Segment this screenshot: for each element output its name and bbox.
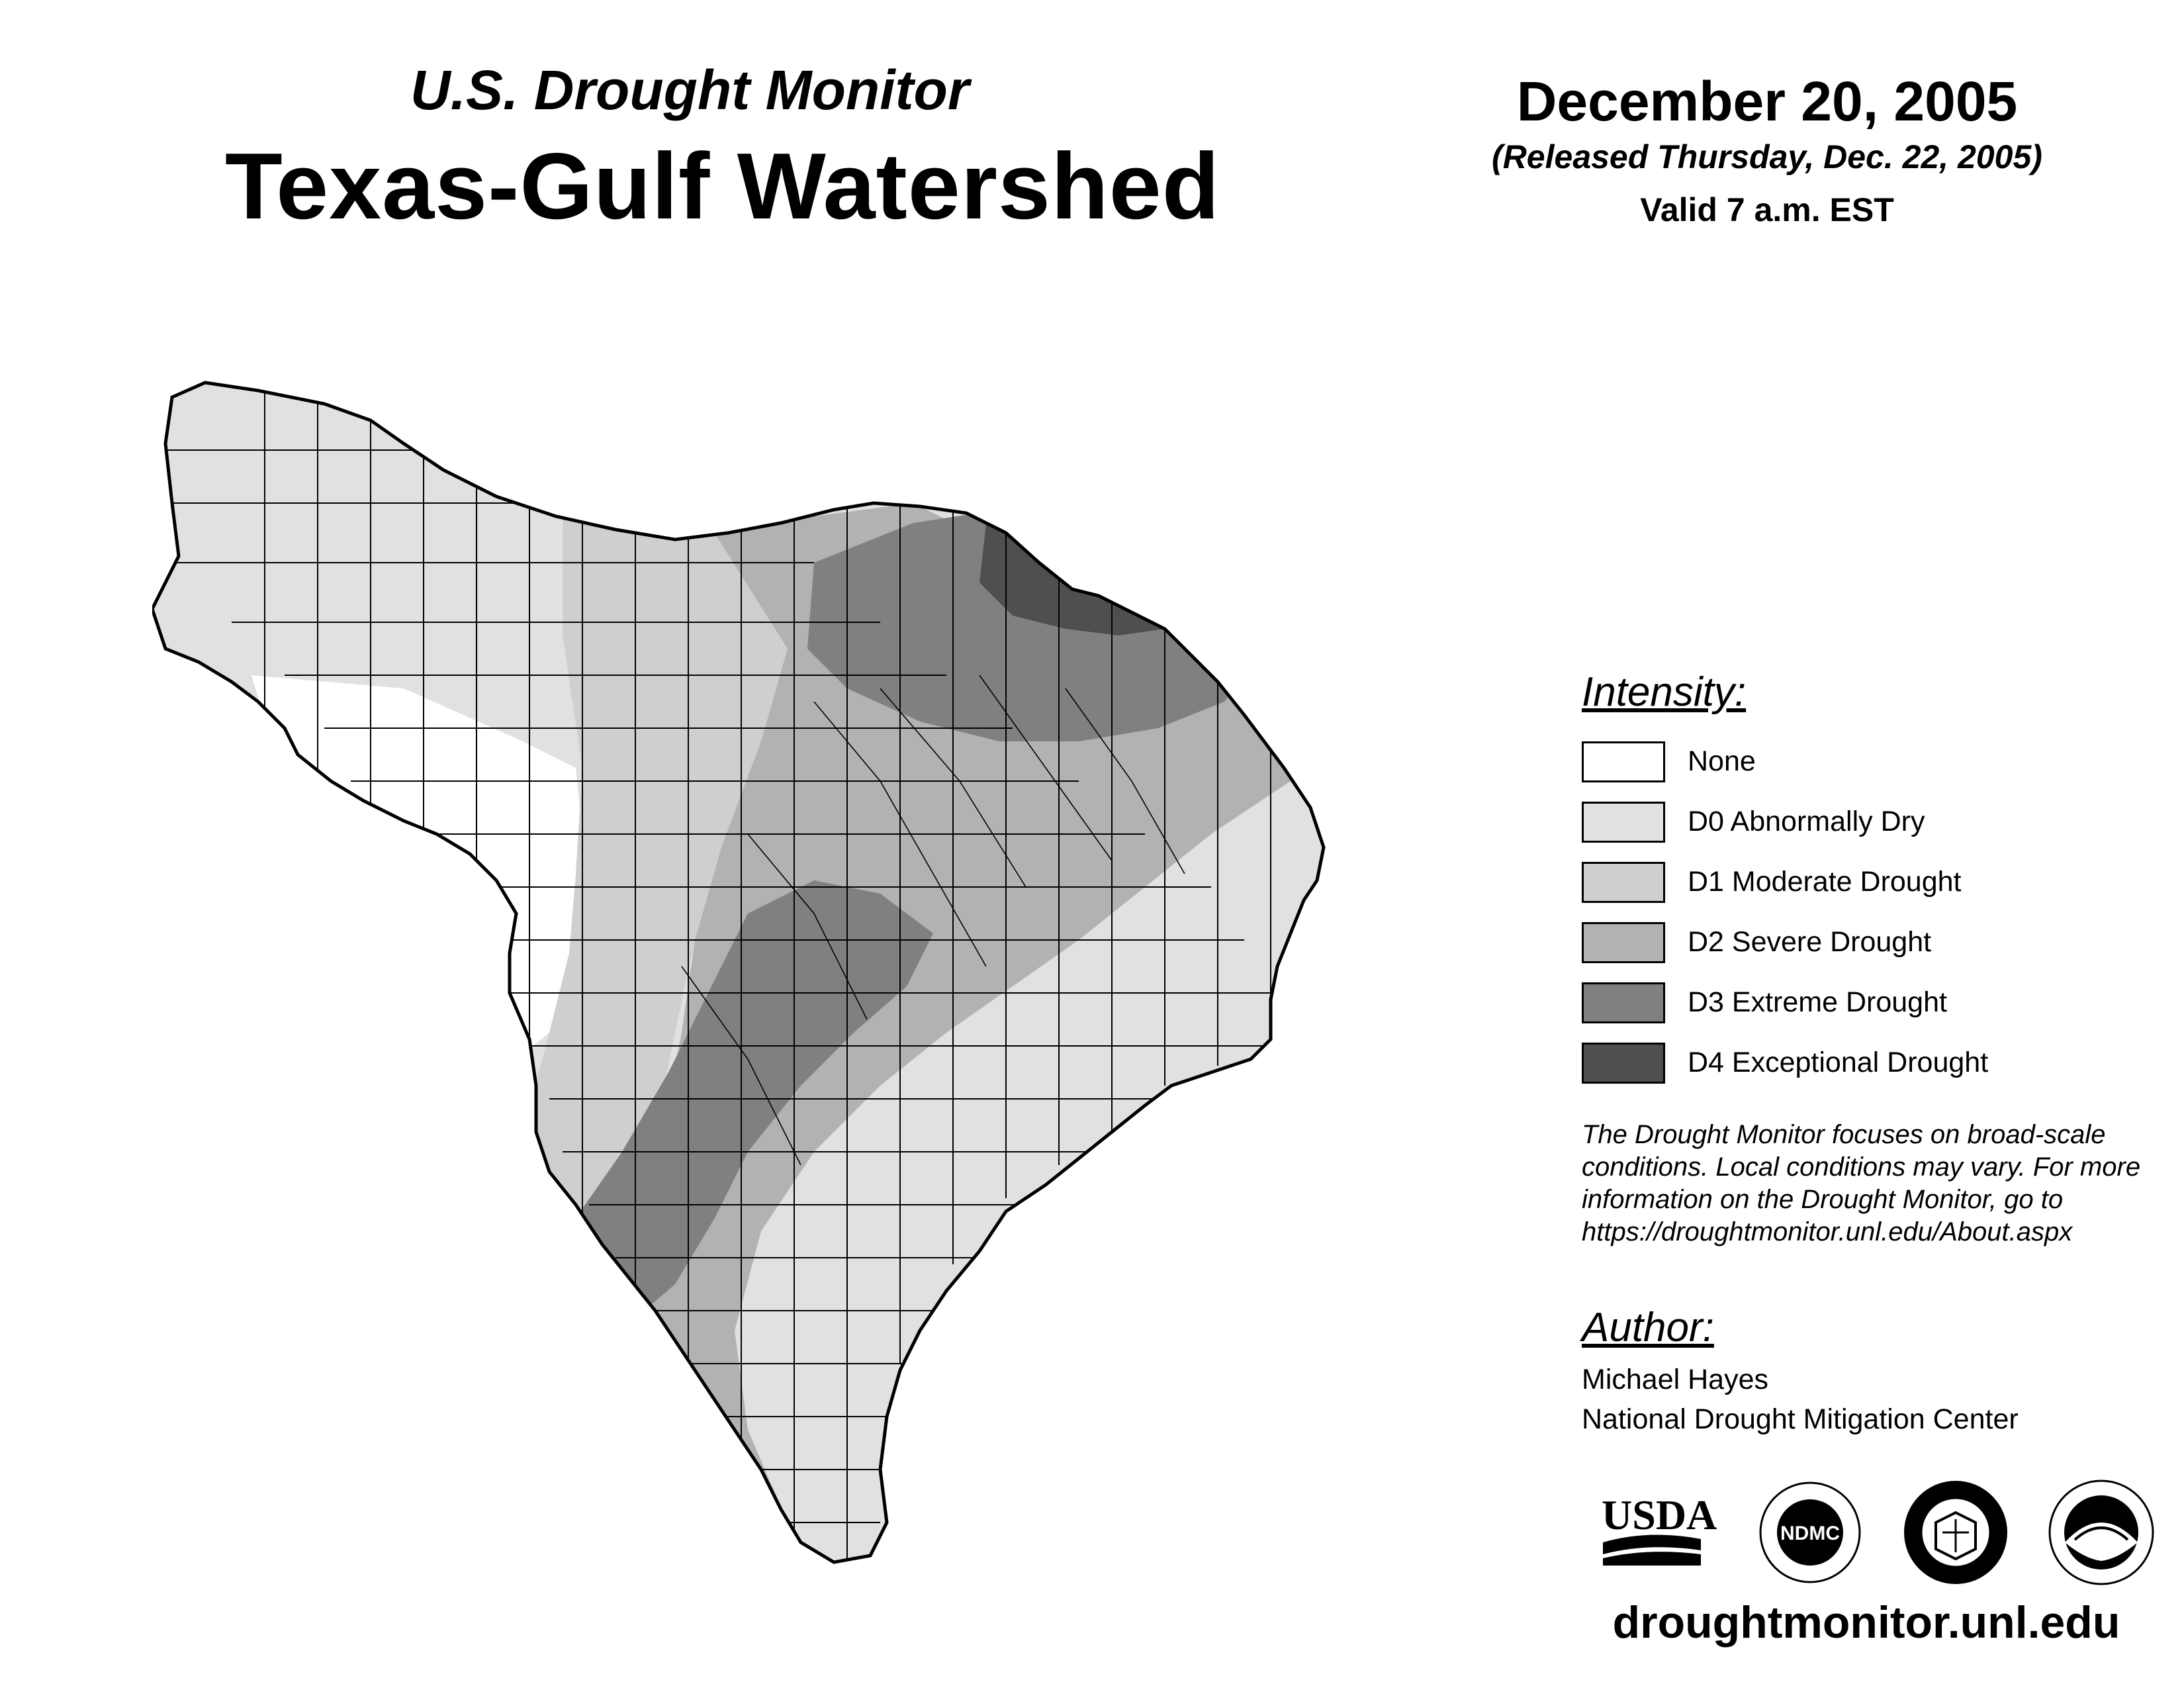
legend-label: D1 Moderate Drought xyxy=(1688,866,1962,898)
legend: Intensity: None D0 Abnormally Dry D1 Mod… xyxy=(1582,669,2164,1093)
release-date: (Released Thursday, Dec. 22, 2005) xyxy=(1492,138,2042,175)
legend-label: D2 Severe Drought xyxy=(1688,926,1932,958)
legend-label: D0 Abnormally Dry xyxy=(1688,806,1925,837)
legend-label: D4 Exceptional Drought xyxy=(1688,1047,1989,1078)
legend-item-d4: D4 Exceptional Drought xyxy=(1582,1033,2164,1093)
map-supertitle: U.S. Drought Monitor xyxy=(410,59,970,121)
disclaimer-link[interactable]: https://droughtmonitor.unl.edu/About.asp… xyxy=(1582,1217,2073,1246)
noaa-logo xyxy=(2048,1479,2154,1585)
legend-item-d3: D3 Extreme Drought xyxy=(1582,972,2164,1033)
d2-band xyxy=(615,503,1317,1536)
d3-area-south xyxy=(576,880,933,1324)
disclaimer-line: conditions. Local conditions may vary. F… xyxy=(1582,1152,2141,1182)
site-url-link[interactable]: droughtmonitor.unl.edu xyxy=(1612,1597,2120,1648)
map-title: Texas-Gulf Watershed xyxy=(225,134,1220,239)
disclaimer-line: information on the Drought Monitor, go t… xyxy=(1582,1185,2064,1214)
d0-band-coast xyxy=(735,834,1317,1536)
legend-swatch-d0 xyxy=(1582,801,1665,843)
legend-swatch-none xyxy=(1582,741,1665,782)
legend-label: None xyxy=(1688,745,1756,777)
agency-logos: USDA NDMC xyxy=(1588,1476,2171,1589)
legend-swatch-d2 xyxy=(1582,921,1665,963)
valid-time: Valid 7 a.m. EST xyxy=(1640,191,1894,228)
d3-area-north xyxy=(807,510,1251,741)
legend-label: D3 Extreme Drought xyxy=(1688,986,1947,1018)
author-heading: Author: xyxy=(1582,1305,1714,1350)
county-boundaries xyxy=(152,383,1277,1562)
disclaimer: The Drought Monitor focuses on broad-sca… xyxy=(1582,1119,2177,1248)
legend-item-d2: D2 Severe Drought xyxy=(1582,912,2164,972)
author-organization: National Drought Mitigation Center xyxy=(1582,1403,2019,1435)
legend-swatch-d1 xyxy=(1582,861,1665,903)
date-block: December 20, 2005 (Released Thursday, De… xyxy=(1443,70,2091,229)
ndmc-logo: NDMC xyxy=(1759,1481,1861,1583)
legend-item-d0: D0 Abnormally Dry xyxy=(1582,792,2164,852)
watershed-map xyxy=(152,371,1430,1615)
disclaimer-line: The Drought Monitor focuses on broad-sca… xyxy=(1582,1120,2106,1149)
usda-logo: USDA xyxy=(1602,1491,1717,1566)
watershed-map-svg xyxy=(152,371,1430,1615)
map-date: December 20, 2005 xyxy=(1516,70,2018,132)
usda-logo-text: USDA xyxy=(1602,1491,1717,1538)
legend-swatch-d3 xyxy=(1582,982,1665,1023)
legend-swatch-d4 xyxy=(1582,1042,1665,1084)
legend-item-d1: D1 Moderate Drought xyxy=(1582,852,2164,912)
legend-item-none: None xyxy=(1582,731,2164,792)
commerce-seal-logo xyxy=(1904,1481,2007,1584)
legend-heading: Intensity: xyxy=(1582,669,1747,715)
ndmc-logo-text: NDMC xyxy=(1780,1523,1840,1544)
author-name: Michael Hayes xyxy=(1582,1364,1768,1395)
agency-logos-svg: USDA NDMC xyxy=(1602,1479,2154,1585)
